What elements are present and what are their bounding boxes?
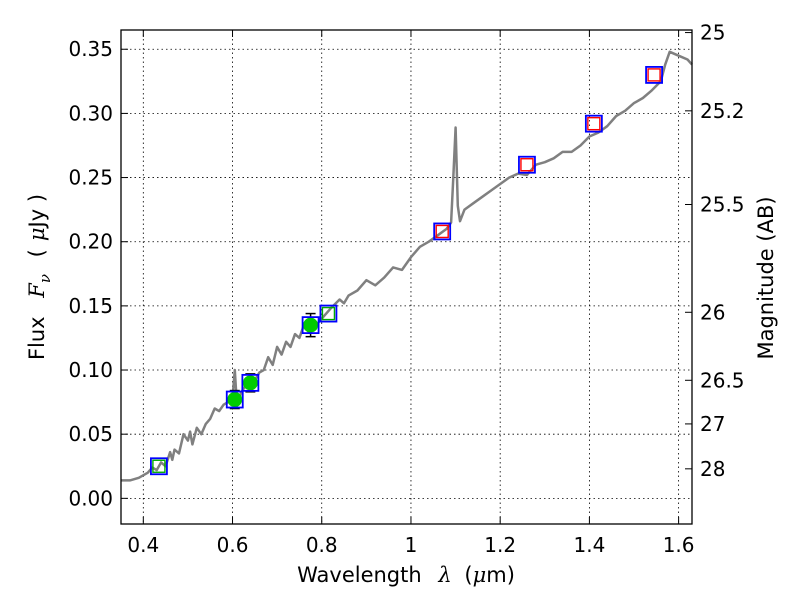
y-tick-label: 0.35 [68,37,113,61]
y-tick-label: 0.30 [68,101,113,125]
y2-tick-label: 28 [700,457,725,481]
plot-frame [120,29,693,525]
y-axis-label-sub: ν [36,274,54,283]
model-square-marker [225,390,244,409]
y-tick-label: 0.00 [68,486,113,510]
y-axis-label-text: Flux [25,316,49,360]
model-square-marker [150,457,168,476]
observed-point [242,375,258,391]
x-tick-label: 1.6 [663,533,695,557]
y-tick-label: 0.25 [68,166,113,190]
y2-tick-label: 26.5 [700,368,745,392]
observed-point [303,317,319,333]
y2-tick-label: 25.5 [700,193,745,217]
x-axis-label-mu: μ [473,563,487,587]
x-tick-label: 0.6 [217,533,249,557]
y2-tick-label: 25.2 [700,99,745,123]
grid [121,30,692,524]
x-tick-label: 0.4 [127,533,159,557]
y-axis-label-symbol: F [25,282,49,299]
model-square-marker [241,373,260,392]
y-axis-label-unit: Jy ) [25,194,49,230]
inner-square-marker [152,459,166,473]
inner-square-marker [587,116,601,131]
y-axis-label-mu: μ [25,227,49,241]
model-square-marker [645,66,663,84]
y2-tick-label: 27 [700,412,725,436]
x-axis-label-text: Wavelength [297,563,422,587]
x-axis-label: Wavelength λ (μm) [297,563,515,587]
inner-square-marker [435,224,449,239]
y-tick-label: 0.05 [68,422,113,446]
inner-square-marker [321,306,336,321]
x-tick-label: 1 [405,533,418,557]
y-tick-label: 0.20 [68,230,113,254]
model-square-marker [584,114,603,133]
y2-tick-label: 25 [700,21,725,45]
spectrum-line [121,50,693,482]
x-axis-label-open: ( [464,563,472,587]
model-square-marker [319,304,338,323]
axis-ticks: 0.4 0.6 0.8 1 1.2 1.4 1.6 0.00 0.05 0.10 0.15 0.20 0… [68,21,744,557]
y-tick-label: 0.10 [68,358,113,382]
x-tick-label: 1.4 [573,533,605,557]
model-square-marker [518,155,536,174]
x-axis-label-symbol: λ [437,563,451,587]
y-tick-label: 0.15 [68,294,113,318]
x-tick-label: 1.2 [484,533,516,557]
x-axis-label-unit: m) [486,563,515,587]
y2-axis-label: Magnitude (AB) [754,196,778,359]
y-axis-label-open: ( [25,249,49,257]
plot-area [121,50,693,482]
y2-tick-label: 26 [700,300,725,324]
observed-point [227,392,243,408]
inner-square-marker [647,68,661,82]
model-square-marker [301,316,320,335]
model-square-marker [433,222,452,241]
x-tick-label: 0.8 [306,533,338,557]
inner-square-marker [520,158,534,172]
y-axis-label: Flux Fν ( μJy ) [25,194,55,360]
